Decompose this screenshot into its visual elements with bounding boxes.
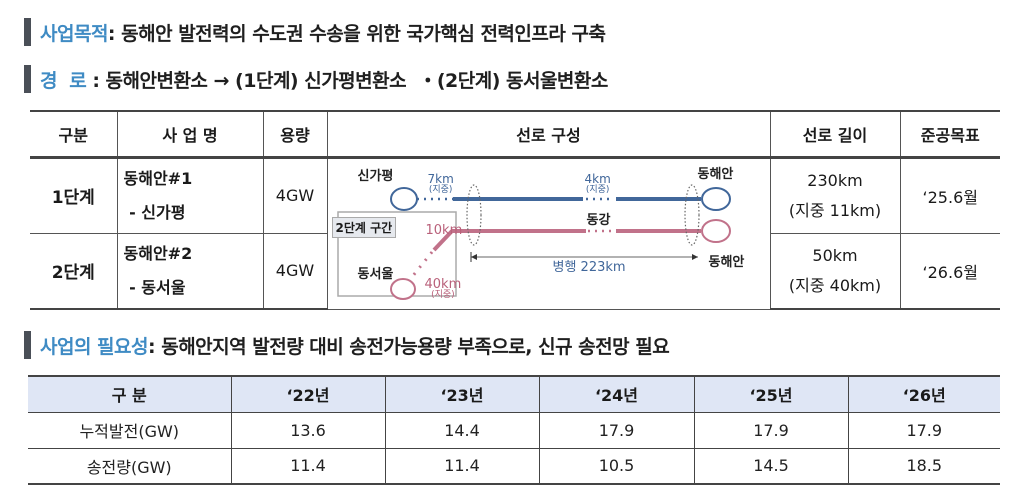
length-cell: 50km (지중 40km) — [769, 232, 901, 310]
target-cell: ‘26.6월 — [899, 232, 1000, 310]
value-cell: 18.5 — [847, 447, 1000, 485]
header-cell: 구 분 — [28, 375, 232, 413]
project-name-line1: 동해안#2 — [123, 243, 193, 263]
project-name-cell: 동해안#2 - 동서울 — [116, 232, 264, 310]
label-donghaean-top: 동해안 — [697, 166, 734, 182]
label-7km-note: (지중) — [428, 184, 453, 195]
value-cell: 14.4 — [384, 411, 540, 449]
route-lines — [336, 183, 731, 300]
project-table: 구분 사 업 명 용량 선로 구성 선로 길이 준공목표 1단계 동해안#1 -… — [30, 110, 1000, 310]
capacity-cell: 4GW — [262, 156, 328, 234]
value-cell: 17.9 — [693, 411, 849, 449]
value-cell: 10.5 — [538, 447, 695, 485]
route-diagram-cell: 신가평 동해안 동해안 동서울 동강 2단계 구간 7km (지중) 4km (… — [326, 156, 771, 311]
value-cell: 17.9 — [538, 411, 695, 449]
length-line1: 230km — [807, 170, 863, 190]
heading-route: 경 로 : 동해안변환소 → (1단계) 신가평변환소 ・(2단계) 동서울변환… — [24, 64, 608, 94]
table-header-row: 구분 사 업 명 용량 선로 구성 선로 길이 준공목표 — [30, 110, 1000, 159]
row-label: 송전량(GW) — [28, 447, 232, 485]
length-line2: (지중 11km) — [788, 200, 882, 220]
label-4km: 4km (지중) — [584, 171, 611, 196]
header-cell: 용량 — [262, 110, 328, 159]
capacity-table: 구 분 ‘22년 ‘23년 ‘24년 ‘25년 ‘26년 누적발전(GW) 13… — [28, 375, 1000, 485]
header-cell: 사 업 명 — [116, 110, 264, 159]
header-cell: 준공목표 — [899, 110, 1000, 159]
value-cell: 17.9 — [847, 411, 1000, 449]
header-cell: 선로 구성 — [326, 110, 771, 159]
heading-bar — [24, 65, 31, 93]
length-cell: 230km (지중 11km) — [769, 156, 901, 234]
header-cell: 구분 — [30, 110, 118, 159]
value-cell: 11.4 — [384, 447, 540, 485]
heading-purpose: 사업목적 : 동해안 발전력의 수도권 수송을 위한 국가핵심 전력인프라 구축 — [24, 17, 606, 47]
heading-necessity: 사업의 필요성 : 동해안지역 발전량 대비 송전가능용량 부족으로, 신규 송… — [24, 330, 670, 360]
label-40km-note: (지중) — [431, 289, 455, 300]
stage-cell: 1단계 — [30, 156, 118, 234]
label-dongseoul: 동서울 — [357, 266, 394, 282]
target-cell: ‘25.6월 — [899, 156, 1000, 234]
label-parallel: 병행 223km — [552, 259, 626, 275]
length-line1: 50km — [812, 245, 858, 265]
label-10km: 10km — [425, 222, 463, 238]
project-name-line2: - 동서울 — [123, 277, 186, 297]
header-cell: ‘22년 — [230, 375, 386, 413]
capacity-cell: 4GW — [262, 232, 328, 310]
label-donggang: 동강 — [586, 212, 611, 228]
label-40km-value: 40km — [424, 276, 462, 292]
label-40km: 40km (지중) — [424, 276, 462, 301]
heading-text: : 동해안변환소 → (1단계) 신가평변환소 ・(2단계) 동서울변환소 — [86, 69, 608, 92]
label-donghaean-bottom: 동해안 — [708, 254, 745, 270]
row-label: 누적발전(GW) — [28, 411, 232, 449]
label-4km-note: (지중) — [585, 184, 610, 195]
table-row: 1단계 동해안#1 - 신가평 4GW — [30, 156, 1000, 310]
label-7km: 7km (지중) — [427, 171, 454, 196]
heading-key: 사업목적 — [40, 22, 108, 45]
value-cell: 14.5 — [693, 447, 849, 485]
stage-cell: 2단계 — [30, 232, 118, 310]
project-name-line1: 동해안#1 — [123, 168, 193, 188]
value-cell: 13.6 — [230, 411, 386, 449]
label-4km-value: 4km — [584, 171, 611, 186]
header-cell: ‘26년 — [847, 375, 1000, 413]
route-diagram: 신가평 동해안 동해안 동서울 동강 2단계 구간 7km (지중) 4km (… — [328, 159, 771, 311]
length-line2: (지중 40km) — [788, 275, 882, 295]
stage2-zone-tag: 2단계 구간 — [331, 216, 397, 238]
header-cell: 선로 길이 — [769, 110, 901, 159]
project-name-cell: 동해안#1 - 신가평 — [116, 156, 264, 234]
heading-text: : 동해안지역 발전량 대비 송전가능용량 부족으로, 신규 송전망 필요 — [148, 335, 670, 358]
table-row: 송전량(GW) 11.4 11.4 10.5 14.5 18.5 — [28, 447, 1000, 485]
table-row: 누적발전(GW) 13.6 14.4 17.9 17.9 17.9 — [28, 411, 1000, 449]
heading-bar — [24, 18, 31, 46]
label-singapyeong: 신가평 — [357, 168, 394, 184]
label-7km-value: 7km — [427, 171, 454, 186]
header-cell: ‘25년 — [693, 375, 849, 413]
header-cell: ‘23년 — [384, 375, 540, 413]
heading-key: 사업의 필요성 — [40, 335, 149, 358]
heading-key: 경 로 — [40, 69, 87, 92]
heading-bar — [24, 331, 31, 359]
table-header-row: 구 분 ‘22년 ‘23년 ‘24년 ‘25년 ‘26년 — [28, 375, 1000, 413]
table-row: 2단계 동해안#2 - 동서울 4GW 50km (지중 40km) ‘26.6… — [30, 232, 1000, 310]
value-cell: 11.4 — [230, 447, 386, 485]
heading-text: : 동해안 발전력의 수도권 수송을 위한 국가핵심 전력인프라 구축 — [107, 22, 606, 45]
project-name-line2: - 신가평 — [123, 202, 186, 222]
header-cell: ‘24년 — [538, 375, 695, 413]
